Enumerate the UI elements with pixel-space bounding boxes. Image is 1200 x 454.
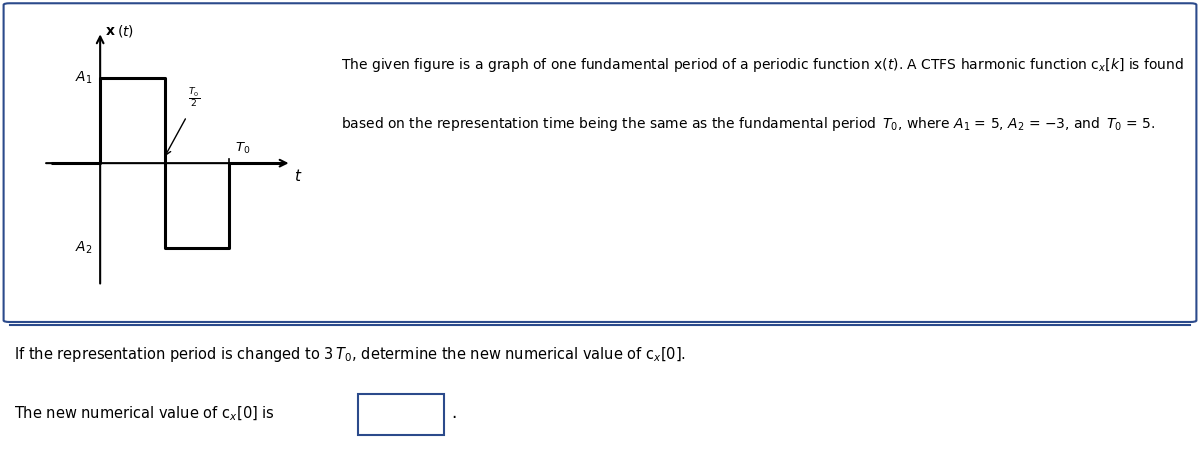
Text: $(\mathit{t})$: $(\mathit{t})$ bbox=[116, 24, 134, 39]
Text: $\frac{T_0}{2}$: $\frac{T_0}{2}$ bbox=[188, 87, 200, 110]
FancyBboxPatch shape bbox=[358, 394, 444, 435]
Text: $A_1$: $A_1$ bbox=[74, 70, 92, 86]
Text: The given figure is a graph of one fundamental period of a periodic function x($: The given figure is a graph of one funda… bbox=[341, 56, 1184, 74]
Text: .: . bbox=[451, 405, 456, 422]
Text: $T_0$: $T_0$ bbox=[234, 141, 250, 156]
Text: $\mathbf{x}$: $\mathbf{x}$ bbox=[106, 25, 116, 39]
Text: based on the representation time being the same as the fundamental period $\,T_0: based on the representation time being t… bbox=[341, 115, 1156, 133]
Text: If the representation period is changed to 3$\,T_0$, determine the new numerical: If the representation period is changed … bbox=[14, 345, 686, 365]
Text: $\mathit{t}$: $\mathit{t}$ bbox=[294, 168, 302, 184]
Text: The new numerical value of c$_{\mathit{x}}$[0] is: The new numerical value of c$_{\mathit{x… bbox=[14, 404, 275, 423]
Text: $A_2$: $A_2$ bbox=[74, 240, 92, 257]
